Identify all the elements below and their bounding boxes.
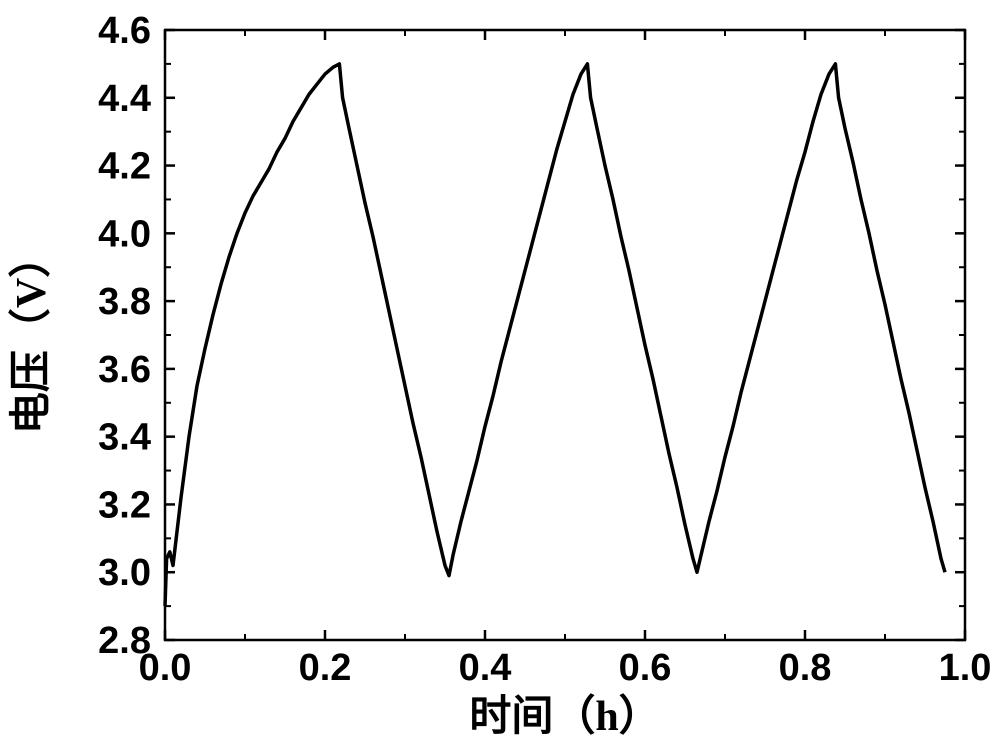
y-tick-label: 4.0	[98, 213, 151, 255]
x-tick-label: 0.6	[619, 647, 672, 689]
y-tick-label: 4.6	[98, 10, 151, 52]
x-tick-label: 0.8	[779, 647, 832, 689]
x-tick-label: 1.0	[939, 647, 992, 689]
y-tick-label: 3.0	[98, 552, 151, 594]
y-tick-label: 3.6	[98, 349, 151, 391]
y-tick-label: 3.8	[98, 281, 151, 323]
y-tick-label: 4.2	[98, 146, 151, 188]
x-axis-label: 时间（h）	[469, 693, 660, 740]
x-tick-label: 0.2	[299, 647, 352, 689]
y-tick-label: 2.8	[98, 620, 151, 662]
x-tick-label: 0.4	[459, 647, 512, 689]
voltage-series	[165, 64, 945, 606]
y-axis-label: 电压（V）	[8, 236, 55, 434]
y-tick-label: 3.4	[98, 417, 151, 459]
y-tick-label: 4.4	[98, 78, 151, 120]
voltage-time-chart: 0.00.20.40.60.81.02.83.03.23.43.63.84.04…	[0, 0, 1000, 740]
chart-container: 0.00.20.40.60.81.02.83.03.23.43.63.84.04…	[0, 0, 1000, 740]
y-tick-label: 3.2	[98, 484, 151, 526]
